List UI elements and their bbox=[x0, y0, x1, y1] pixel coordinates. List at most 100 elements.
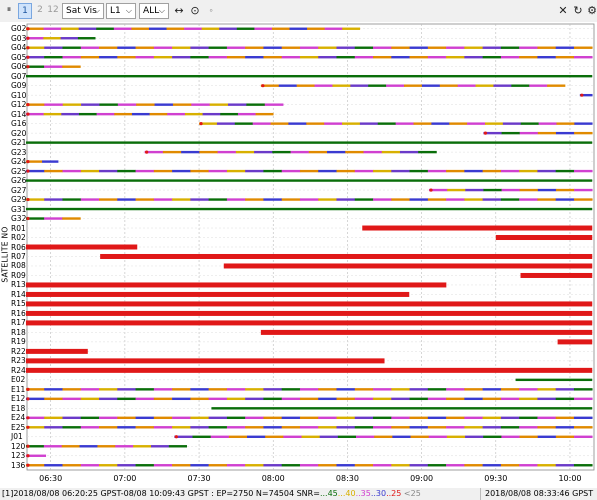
plot-area[interactable]: SATELLITE NO G02 G03 G04 G05 G06 G07 G09 G10 G12… bbox=[0, 22, 597, 488]
visibility-bar bbox=[537, 198, 556, 201]
satellite-label: G26 bbox=[11, 176, 27, 186]
visibility-bar bbox=[135, 198, 155, 201]
visibility-bar bbox=[555, 435, 575, 438]
visibility-bar bbox=[208, 426, 228, 429]
satellite-label: R01 bbox=[11, 223, 26, 233]
visibility-bar bbox=[537, 426, 556, 429]
view-2-button[interactable]: 2 bbox=[37, 5, 43, 15]
visibility-bar bbox=[354, 416, 374, 420]
frequency-select[interactable]: L1 ⌵ bbox=[106, 3, 136, 19]
snr-lt25: <25 bbox=[403, 489, 421, 498]
visibility-bar bbox=[281, 46, 301, 49]
visibility-bar bbox=[427, 388, 447, 391]
visibility-bar bbox=[336, 416, 356, 420]
visibility-bar bbox=[184, 27, 202, 30]
visibility-bar bbox=[495, 235, 593, 241]
visibility-bar bbox=[44, 464, 63, 467]
visibility-bar bbox=[25, 217, 45, 220]
visibility-bar bbox=[519, 426, 538, 429]
refresh-icon[interactable]: ↻ bbox=[573, 4, 583, 17]
visibility-bar bbox=[99, 198, 118, 201]
visibility-bar bbox=[427, 46, 447, 49]
visibility-bar bbox=[464, 56, 483, 59]
visibility-bar bbox=[228, 103, 247, 106]
visibility-bar bbox=[202, 112, 221, 116]
visibility-bar bbox=[336, 46, 356, 49]
satellite-filter-select[interactable]: ALL ⌵ bbox=[139, 3, 169, 19]
visibility-bar bbox=[281, 464, 301, 467]
view-1-button[interactable]: 1 bbox=[18, 3, 32, 19]
visibility-bar bbox=[167, 112, 186, 116]
fit-width-icon[interactable]: ↔ bbox=[174, 4, 184, 17]
visibility-bar bbox=[25, 367, 593, 373]
center-target-icon[interactable]: ⊙ bbox=[190, 4, 200, 17]
cycle-slip-marker bbox=[145, 150, 149, 154]
visibility-bar bbox=[99, 169, 118, 173]
visibility-bar bbox=[336, 397, 356, 401]
visibility-bar bbox=[25, 179, 593, 182]
satellite-label: G23 bbox=[11, 147, 27, 157]
visibility-bar bbox=[427, 169, 447, 173]
visibility-bar bbox=[354, 46, 374, 49]
satellite-visibility-chart[interactable]: 06:30 07:00 07:30 08:00 08:30 09:00 09:30 10:00 bbox=[0, 22, 597, 488]
visibility-bar bbox=[172, 169, 191, 173]
visibility-bar bbox=[555, 188, 575, 192]
cycle-slip-marker bbox=[26, 46, 30, 50]
status-summary: [1]2018/08/08 06:20:25 GPST-08/08 10:09:… bbox=[2, 489, 320, 498]
visibility-bar bbox=[391, 416, 410, 420]
visibility-bar bbox=[44, 103, 64, 106]
satellite-label: R13 bbox=[11, 280, 26, 290]
visibility-bar bbox=[190, 198, 209, 201]
visibility-bar bbox=[190, 416, 209, 420]
close-icon[interactable]: ✕ bbox=[558, 4, 568, 17]
visibility-bar bbox=[80, 169, 100, 173]
visibility-bar bbox=[135, 416, 155, 420]
visibility-bar bbox=[25, 320, 593, 326]
cycle-slip-marker bbox=[26, 103, 30, 107]
visibility-bar bbox=[327, 150, 346, 154]
dot-icon[interactable]: ∘ bbox=[208, 6, 214, 15]
plot-type-select[interactable]: Sat Vis ⌵ bbox=[62, 3, 104, 19]
visibility-bar bbox=[199, 122, 218, 125]
visibility-bar bbox=[25, 198, 45, 201]
pause-button[interactable]: ⏸ bbox=[6, 5, 12, 15]
visibility-bar bbox=[135, 426, 155, 429]
visibility-bar bbox=[44, 397, 63, 401]
visibility-bar bbox=[245, 464, 264, 467]
visibility-bar bbox=[263, 397, 282, 401]
visibility-bar bbox=[252, 122, 271, 125]
visibility-bar bbox=[537, 56, 556, 59]
visibility-bar bbox=[62, 46, 82, 49]
plot-type-value: Sat Vis bbox=[66, 6, 97, 16]
visibility-bar bbox=[511, 84, 530, 87]
visibility-bar bbox=[154, 103, 174, 106]
visibility-bar bbox=[208, 464, 228, 467]
visibility-bar bbox=[359, 122, 379, 125]
visibility-bar bbox=[114, 112, 133, 116]
visibility-bar bbox=[62, 416, 82, 420]
visibility-bar bbox=[96, 112, 115, 116]
visibility-bar bbox=[153, 56, 173, 59]
visibility-bar bbox=[25, 445, 45, 448]
visibility-bar bbox=[245, 426, 264, 429]
cycle-slip-marker bbox=[26, 159, 30, 164]
visibility-bar bbox=[373, 397, 392, 401]
visibility-bar bbox=[574, 131, 593, 135]
visibility-bar bbox=[172, 426, 191, 429]
visibility-bar bbox=[324, 122, 343, 125]
visibility-bar bbox=[172, 198, 191, 201]
visibility-bar bbox=[318, 56, 337, 59]
gear-icon[interactable]: ⚙ bbox=[587, 4, 597, 17]
visibility-bar bbox=[573, 169, 593, 173]
visibility-bar bbox=[500, 426, 520, 429]
visibility-bar bbox=[190, 426, 209, 429]
visibility-bar bbox=[483, 435, 502, 438]
visibility-bar bbox=[464, 198, 483, 201]
visibility-bar bbox=[226, 56, 246, 59]
cycle-slip-marker bbox=[26, 197, 30, 202]
view-12-button[interactable]: 12 bbox=[47, 5, 59, 15]
visibility-bar bbox=[555, 416, 575, 420]
visibility-bar bbox=[555, 198, 575, 201]
visibility-bar bbox=[439, 84, 458, 87]
visibility-bar bbox=[449, 122, 468, 125]
